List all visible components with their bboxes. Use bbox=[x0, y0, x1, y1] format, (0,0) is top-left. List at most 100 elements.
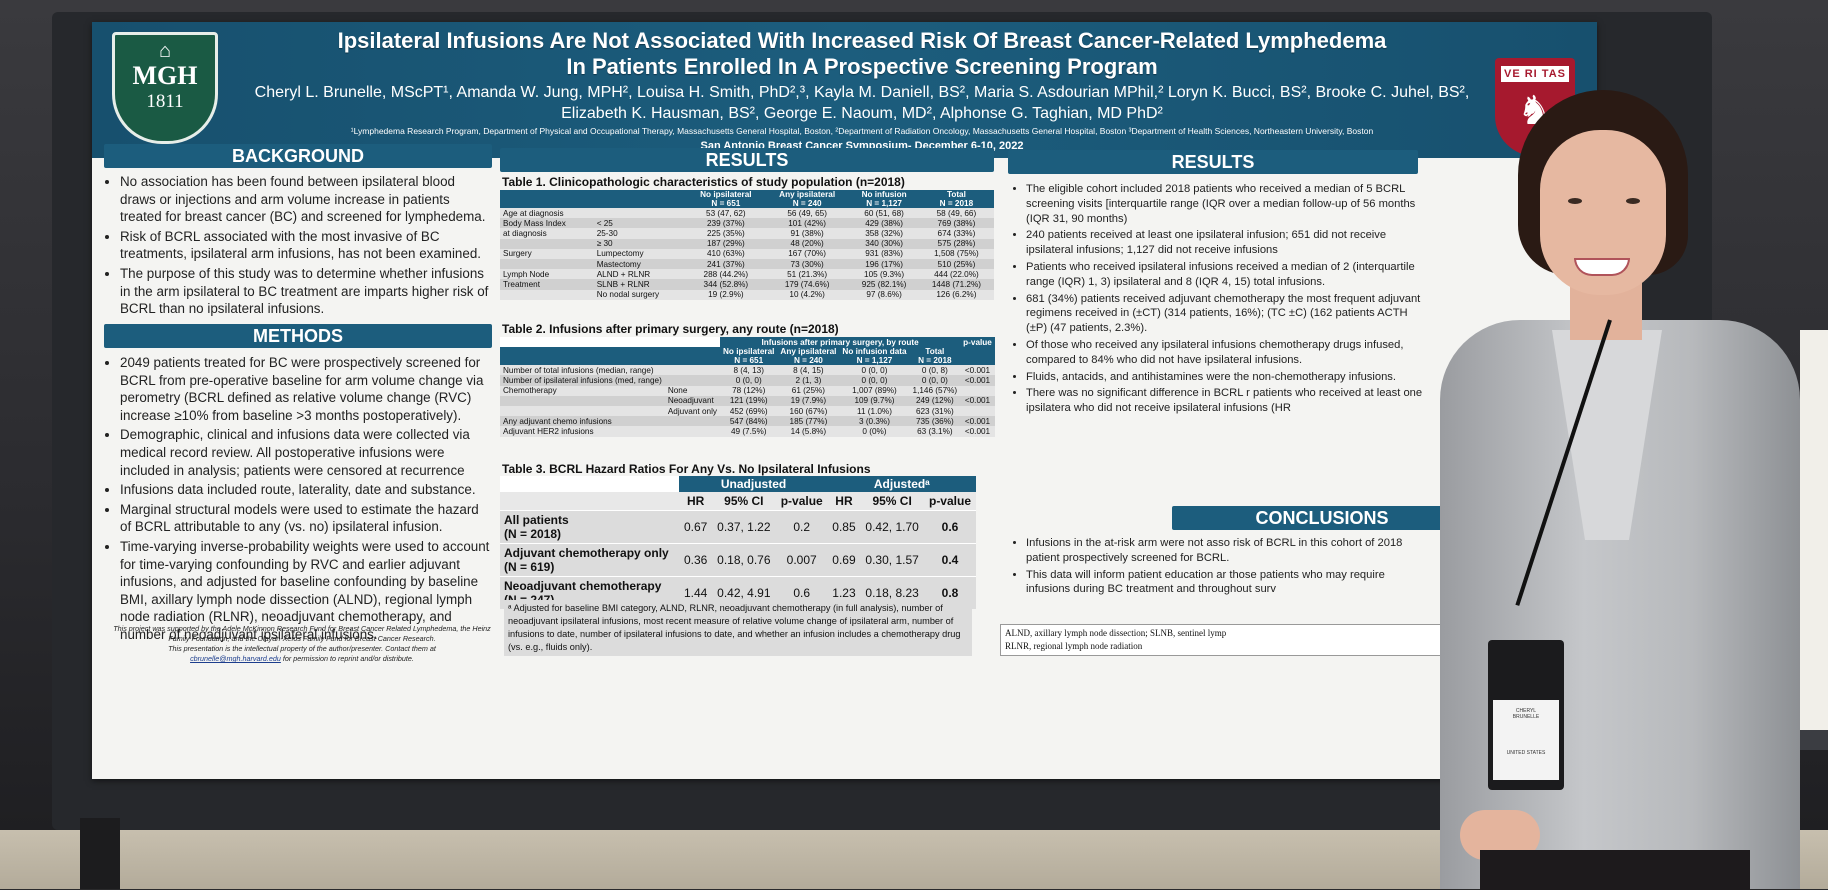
table-cell: 60 (51, 68) bbox=[849, 208, 919, 219]
author-list: Cheryl L. Brunelle, MScPT¹, Amanda W. Ju… bbox=[254, 84, 1470, 122]
table-row: Body Mass Index < 25 239 (37%) 101 (42%) 429… bbox=[500, 218, 994, 229]
table-cell bbox=[593, 208, 687, 219]
table-cell: 91 (38%) bbox=[764, 228, 850, 239]
background-list: No association has been found between ip… bbox=[102, 173, 492, 320]
table-header-cell bbox=[500, 190, 594, 208]
abbreviations-box: ALND, axillary lymph node dissection; SL… bbox=[1000, 624, 1450, 656]
contact-email[interactable]: cbrunelle@mgh.harvard.edu bbox=[190, 654, 281, 663]
table-cell: 575 (28%) bbox=[918, 238, 994, 249]
table2-caption: Table 2. Infusions after primary surgery… bbox=[502, 322, 839, 336]
table-header-cell bbox=[664, 347, 720, 366]
board-leg bbox=[80, 818, 120, 889]
table-cell: 444 (22.0%) bbox=[918, 269, 994, 280]
table-cell: 0.67 bbox=[679, 510, 712, 544]
name-badge: CHERYL BRUNELLE UNITED STATES bbox=[1488, 640, 1564, 790]
table-cell bbox=[500, 258, 594, 270]
table-cell: 547 (84%) bbox=[720, 416, 778, 427]
table-cell: p-value bbox=[928, 494, 971, 508]
table-header-cell: Any ipsilateral N = 240 bbox=[777, 347, 840, 366]
table-cell: 510 (25%) bbox=[918, 258, 994, 270]
table-cell: 19 (2.9%) bbox=[686, 289, 765, 300]
list-item: Time-varying inverse-probability weights… bbox=[120, 538, 492, 644]
table-cell: 1,146 (57%) bbox=[909, 385, 961, 396]
table2-group-header: Infusions after primary surgery, by rout… bbox=[720, 337, 961, 348]
table-cell: 0 (0, 0) bbox=[839, 375, 910, 386]
table-cell: 674 (33%) bbox=[918, 228, 994, 239]
conclusions-list: Infusions in the at-risk arm were not as… bbox=[1008, 536, 1426, 599]
table-header-cell: No ipsilateral N = 651 bbox=[720, 347, 778, 366]
table-cell: Adjuvant HER2 infusions bbox=[500, 426, 665, 437]
list-item: Marginal structural models were used to … bbox=[120, 501, 492, 536]
table-cell: 225 (35%) bbox=[686, 228, 765, 239]
table-cell: 0 (0, 8) bbox=[909, 365, 961, 376]
paper-stack bbox=[1800, 330, 1828, 730]
table-cell bbox=[500, 395, 665, 406]
table-row: Mastectomy 241 (37%) 73 (30%) 196 (17%) 510 … bbox=[500, 258, 994, 270]
table-cell: 105 (9.3%) bbox=[849, 269, 919, 280]
table-row: No nodal surgery 19 (2.9%) 10 (4.2%) 97 (8.… bbox=[500, 289, 994, 300]
list-item: There was no significant difference in B… bbox=[1026, 386, 1426, 416]
list-item: Fluids, antacids, and antihistamines wer… bbox=[1026, 370, 1426, 385]
table-cell: 101 (42%) bbox=[764, 218, 850, 229]
poster-header: ⌂ MGH 1811 Ipsilateral Infusions Are Not… bbox=[92, 22, 1597, 158]
table-cell: 78 (12%) bbox=[720, 385, 778, 396]
table-cell: 53 (47, 62) bbox=[686, 208, 765, 219]
table-header-cell bbox=[593, 190, 687, 208]
table-cell: 1,508 (75%) bbox=[918, 248, 994, 259]
research-poster: ⌂ MGH 1811 Ipsilateral Infusions Are Not… bbox=[92, 22, 1597, 779]
table-cell: No nodal surgery bbox=[593, 289, 687, 300]
table-header-cell: Any ipsilateral N = 240 bbox=[764, 190, 850, 208]
list-item: The purpose of this study was to determi… bbox=[120, 265, 492, 318]
table-row: Number of ipsilateral infusions (med, ra… bbox=[500, 375, 995, 386]
table-cell: Mastectomy bbox=[593, 258, 687, 270]
table3-footnote: ᵃ Adjusted for baseline BMI category, AL… bbox=[504, 600, 972, 656]
table-cell: 623 (31%) bbox=[909, 405, 961, 417]
list-item: 681 (34%) patients received adjuvant che… bbox=[1026, 292, 1426, 336]
table-cell bbox=[664, 375, 720, 386]
table-cell bbox=[664, 426, 720, 437]
table-row: Chemotherapy None 78 (12%) 61 (25%) 1,007 (8… bbox=[500, 385, 995, 396]
table-cell: 121 (19%) bbox=[720, 395, 778, 406]
table2: Infusions after primary surgery, by rout… bbox=[500, 337, 995, 437]
table-header-cell: No infusion N = 1,127 bbox=[849, 190, 919, 208]
table-cell: 196 (17%) bbox=[849, 258, 919, 270]
presenter: CHERYL BRUNELLE UNITED STATES bbox=[1440, 90, 1800, 890]
table-cell: Lymph Node bbox=[500, 269, 594, 280]
list-item: Patients who received ipsilateral infusi… bbox=[1026, 260, 1426, 290]
table-cell: 925 (82.1%) bbox=[849, 279, 919, 290]
table-cell: 8 (4, 15) bbox=[777, 365, 840, 376]
table-cell bbox=[664, 416, 720, 427]
table-cell: 19 (7.9%) bbox=[777, 395, 840, 406]
dome-icon: ⌂ bbox=[158, 40, 172, 62]
table-cell: 2 (1, 3) bbox=[777, 375, 840, 386]
table3-caption: Table 3. BCRL Hazard Ratios For Any Vs. … bbox=[502, 462, 871, 476]
table-cell: 0.2 bbox=[775, 510, 828, 544]
list-item: Demographic, clinical and infusions data… bbox=[120, 426, 492, 479]
results-heading: RESULTS bbox=[500, 148, 994, 172]
table-cell: <0.001 bbox=[960, 426, 995, 437]
table-cell: 931 (83%) bbox=[849, 248, 919, 259]
table-cell: 0.36 bbox=[679, 543, 712, 577]
table-row: ≥ 30 187 (29%) 48 (20%) 340 (30%) 575 (28%) bbox=[500, 238, 994, 249]
table-cell: 340 (30%) bbox=[849, 238, 919, 249]
table-cell: 0 (0%) bbox=[839, 426, 910, 437]
table-cell: at diagnosis bbox=[500, 228, 594, 239]
table-cell: 0.69 bbox=[827, 543, 861, 577]
table-cell: Any adjuvant chemo infusions bbox=[500, 416, 665, 427]
table-cell: Adjuvant only bbox=[664, 405, 720, 417]
mgh-logo: ⌂ MGH 1811 bbox=[112, 32, 218, 144]
results-right-heading: RESULTS bbox=[1008, 150, 1418, 174]
table-row: Neoadjuvant 121 (19%) 19 (7.9%) 109 (9.7%) 2… bbox=[500, 395, 995, 406]
table-row: Any adjuvant chemo infusions 547 (84%) 185… bbox=[500, 416, 995, 427]
table-cell: 56 (49, 65) bbox=[764, 208, 850, 219]
logo-text: MGH bbox=[132, 61, 198, 90]
table-header-cell bbox=[960, 347, 995, 366]
background-heading: BACKGROUND bbox=[104, 144, 492, 168]
table1: No ipsilateral N = 651 Any ipsilateral N = … bbox=[500, 190, 994, 300]
table-row: All patients (N = 2018) 0.67 0.37, 1.22 0.2 0… bbox=[500, 510, 976, 544]
table-cell: 187 (29%) bbox=[686, 238, 765, 249]
table-cell: HR bbox=[835, 494, 853, 508]
table-row: Age at diagnosis 53 (47, 62) 56 (49, 65) 60… bbox=[500, 208, 994, 219]
table-cell: 0 (0, 0) bbox=[839, 365, 910, 376]
table-cell: 0.4 bbox=[924, 543, 976, 577]
